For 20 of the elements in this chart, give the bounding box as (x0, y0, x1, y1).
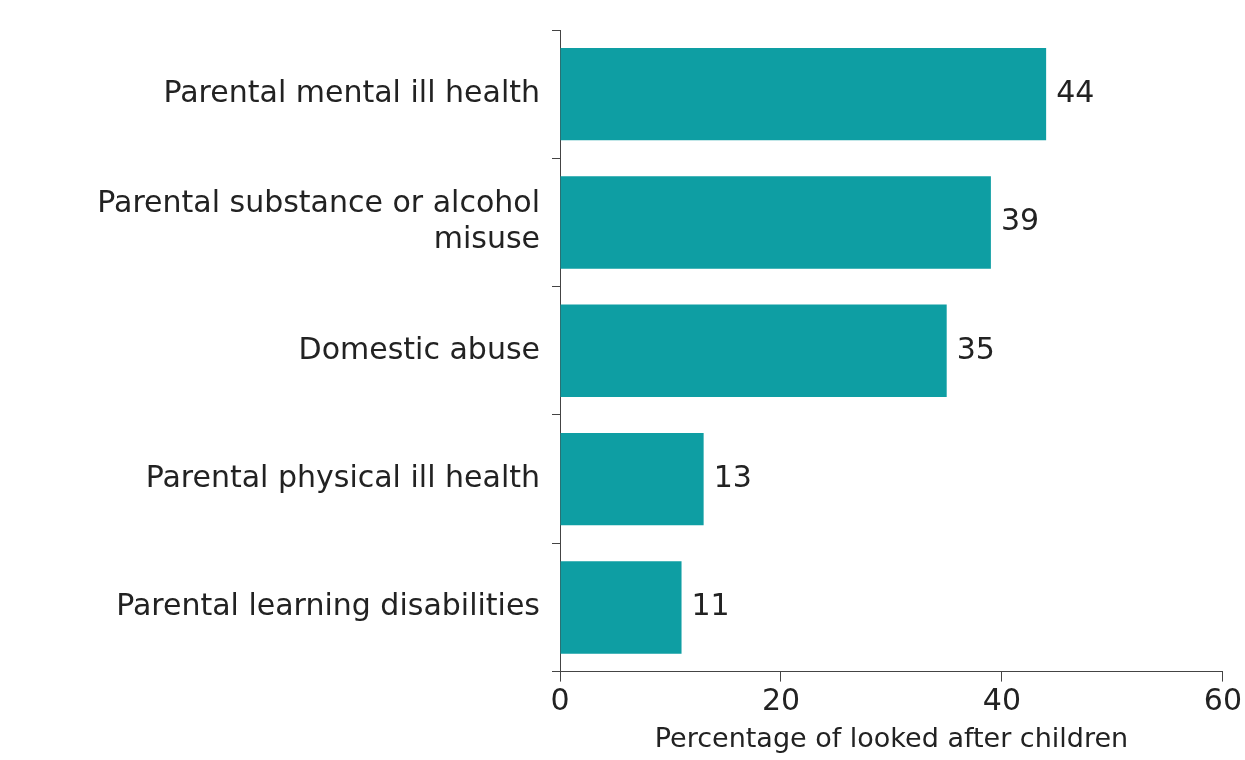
data-label: 35 (956, 330, 995, 366)
y-tick-label: Parental mental ill health (163, 73, 540, 109)
bar (560, 176, 991, 269)
data-label: 44 (1056, 73, 1095, 109)
x-tick-label: 20 (761, 682, 801, 718)
data-label: 11 (691, 587, 730, 623)
y-tick-label: Parental physical ill health (145, 458, 540, 494)
bar (560, 561, 682, 654)
x-axis-title: Percentage of looked after children (654, 721, 1129, 753)
y-tick-label: Domestic abuse (298, 330, 540, 366)
bar (560, 47, 1047, 141)
x-tick-label: 60 (1203, 682, 1243, 718)
bar (560, 304, 947, 397)
y-tick-label: Parental substance or alcohol misuse (97, 184, 540, 256)
x-tick-label: 0 (550, 682, 570, 718)
data-label: 39 (1000, 202, 1040, 238)
y-tick-label: Parental learning disabilities (116, 587, 540, 623)
data-label: 13 (713, 458, 752, 494)
x-tick-label: 40 (982, 682, 1022, 718)
bar (560, 432, 704, 526)
